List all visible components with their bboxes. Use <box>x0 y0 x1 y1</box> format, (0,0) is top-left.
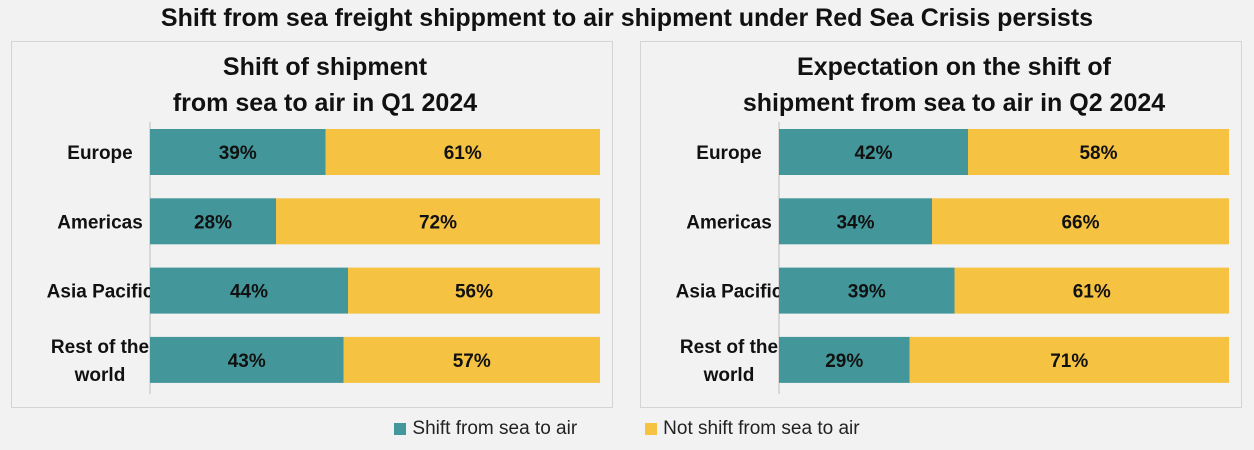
bar-not-shift <box>909 336 1229 383</box>
bar-label-not-shift: 56% <box>455 282 493 303</box>
bar-label-not-shift: 71% <box>1050 351 1088 372</box>
bar-label-shift: 44% <box>230 282 268 303</box>
bar-label-shift: 39% <box>848 282 886 303</box>
bar-shift <box>779 267 955 314</box>
category-label: Asia Pacific <box>676 282 783 303</box>
category-label: world <box>74 365 126 386</box>
bar-shift <box>150 267 348 314</box>
category-label: Americas <box>686 212 772 233</box>
bar-label-shift: 42% <box>854 143 892 164</box>
bar-not-shift <box>343 336 600 383</box>
category-label: Asia Pacific <box>47 282 154 303</box>
bar-shift <box>150 129 326 175</box>
legend-swatch-shift <box>394 423 407 435</box>
bar-label-not-shift: 61% <box>1073 282 1111 303</box>
chart-panel-q2: Expectation on the shift of shipment from… <box>640 41 1242 408</box>
chart-title-line-1: Expectation on the shift of <box>797 53 1112 81</box>
chart-title-line-1: Shift of shipment <box>223 53 428 81</box>
bar-not-shift <box>954 267 1229 314</box>
bar-not-shift <box>325 129 600 175</box>
page-title: Shift from sea freight shippment to air … <box>160 4 1094 32</box>
chart-q2: Expectation on the shift of shipment from… <box>676 53 1229 394</box>
legend: Shift from sea to air Not shift from sea… <box>0 418 1254 440</box>
chart-panel-q1: Shift of shipment from sea to air in Q1 2… <box>11 41 613 408</box>
bar-shift <box>779 336 910 383</box>
bar-label-shift: 39% <box>219 143 257 164</box>
bar-label-shift: 28% <box>194 212 232 233</box>
bar-label-shift: 34% <box>836 212 874 233</box>
chart-title-line-2: from sea to air in Q1 2024 <box>173 89 477 117</box>
legend-item-not-shift: Not shift from sea to air <box>645 418 860 440</box>
bar-not-shift <box>968 129 1229 175</box>
chart-q1: Shift of shipment from sea to air in Q1 2… <box>47 53 600 394</box>
bar-shift <box>779 198 932 245</box>
legend-item-shift: Shift from sea to air <box>394 418 577 440</box>
bar-not-shift <box>932 198 1229 245</box>
bar-label-shift: 43% <box>228 351 266 372</box>
bar-shift <box>150 198 276 245</box>
category-label: world <box>703 365 755 386</box>
bar-not-shift <box>276 198 600 245</box>
bar-label-not-shift: 66% <box>1061 212 1099 233</box>
category-label: Europe <box>696 143 761 164</box>
category-label: Rest of the <box>51 337 149 358</box>
chart-title-line-2: shipment from sea to air in Q2 2024 <box>743 89 1165 117</box>
bar-label-shift: 29% <box>825 351 863 372</box>
category-label: Europe <box>67 143 132 164</box>
bar-label-not-shift: 61% <box>444 143 482 164</box>
bar-label-not-shift: 57% <box>453 351 491 372</box>
legend-label-shift: Shift from sea to air <box>412 418 578 439</box>
legend-label-not-shift: Not shift from sea to air <box>663 418 860 439</box>
bar-shift <box>150 336 344 383</box>
category-label: Americas <box>57 212 143 233</box>
bar-not-shift <box>348 267 600 314</box>
legend-swatch-not-shift <box>645 423 658 435</box>
category-label: Rest of the <box>680 337 778 358</box>
bar-label-not-shift: 72% <box>419 212 457 233</box>
bar-label-not-shift: 58% <box>1079 143 1117 164</box>
bar-shift <box>779 129 968 175</box>
